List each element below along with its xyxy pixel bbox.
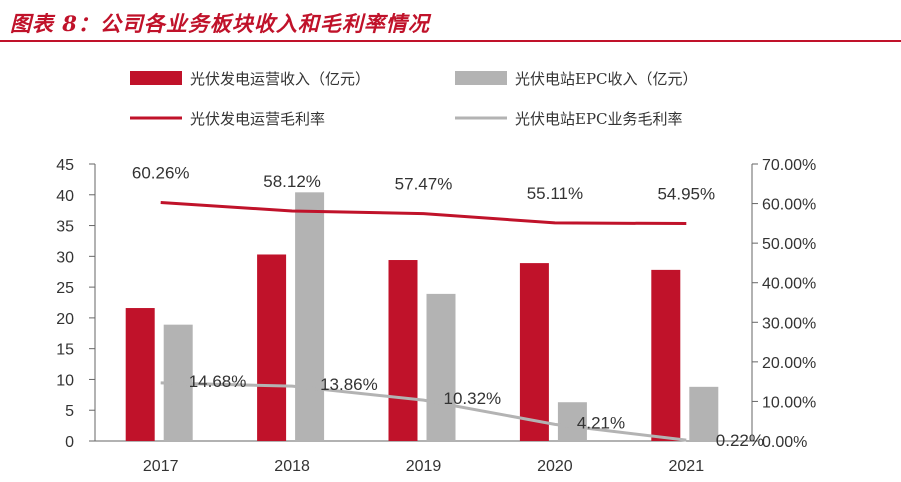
operation-margin-label: 55.11%: [527, 184, 583, 203]
left-tick-label: 35: [56, 219, 74, 236]
x-tick-label: 2019: [406, 458, 442, 475]
left-tick-label: 0: [65, 434, 74, 451]
operation-margin-label: 57.47%: [395, 175, 453, 194]
legend-label-3: 光伏发电运营毛利率: [190, 110, 325, 128]
legend-label-1: 光伏发电运营收入（亿元）: [190, 70, 370, 88]
line-epc-margin: [160, 381, 687, 442]
bar-operation-revenue: [651, 269, 681, 441]
right-tick-label: 20.00%: [762, 355, 816, 372]
right-tick-label: 70.00%: [762, 157, 816, 174]
bar-operation-revenue: [257, 254, 287, 441]
x-tick-label: 2020: [537, 458, 573, 475]
legend-swatch-1: [130, 71, 182, 85]
left-tick-label: 40: [56, 188, 74, 205]
right-tick-label: 60.00%: [762, 197, 816, 214]
legend-label-4: 光伏电站EPC业务毛利率: [515, 110, 683, 128]
chart: 光伏发电运营收入（亿元） 光伏电站EPC收入（亿元） 光伏发电运营毛利率 光伏电站EP…: [56, 70, 816, 475]
legend-label-2: 光伏电站EPC收入（亿元）: [515, 70, 698, 88]
bar-epc-revenue: [295, 192, 325, 441]
right-tick-label: 50.00%: [762, 236, 816, 253]
data-labels: 60.26% 58.12% 57.47% 55.11% 54.95% 14.68% 13.8…: [132, 164, 764, 451]
right-tick-label: 10.00%: [762, 394, 816, 411]
right-tick-label: 0.00%: [762, 434, 807, 451]
bar-operation-revenue: [388, 260, 418, 441]
bar-epc-revenue: [557, 402, 587, 441]
operation-margin-label: 58.12%: [263, 172, 321, 191]
left-tick-label: 45: [56, 157, 74, 174]
left-tick-label: 30: [56, 249, 74, 266]
right-tick-label: 40.00%: [762, 276, 816, 293]
bars: [125, 192, 719, 441]
bar-operation-revenue: [125, 308, 155, 441]
left-tick-label: 10: [56, 372, 74, 389]
lines: [160, 201, 687, 442]
left-tick-label: 20: [56, 311, 74, 328]
x-tick-label: 2021: [669, 458, 705, 475]
left-axis: 0 5 10 15 20 25 30 35 40 45: [56, 157, 96, 451]
epc-margin-label: 4.21%: [577, 413, 625, 432]
epc-margin-label: 10.32%: [444, 389, 502, 408]
left-tick-label: 5: [65, 403, 74, 420]
x-tick-label: 2017: [143, 458, 179, 475]
legend: 光伏发电运营收入（亿元） 光伏电站EPC收入（亿元） 光伏发电运营毛利率 光伏电站EP…: [130, 70, 698, 128]
x-axis: 2017 2018 2019 2020 2021: [95, 440, 752, 475]
left-tick-label: 15: [56, 342, 74, 359]
x-tick-label: 2018: [274, 458, 310, 475]
epc-margin-label: 13.86%: [320, 375, 378, 394]
line-operation-margin: [160, 201, 687, 226]
bar-epc-revenue: [689, 386, 719, 441]
legend-swatch-2: [455, 71, 507, 85]
operation-margin-label: 60.26%: [132, 164, 190, 183]
operation-margin-label: 54.95%: [657, 185, 715, 204]
title-bar: 图表 8：公司各业务板块收入和毛利率情况: [0, 0, 901, 42]
right-tick-label: 30.00%: [762, 315, 816, 332]
epc-margin-label: 14.68%: [189, 372, 247, 391]
right-axis: 0.00% 10.00% 20.00% 30.00% 40.00% 50.00% 60.00…: [751, 157, 816, 451]
epc-margin-label: 0.22%: [716, 431, 764, 450]
chart-title: 图表 8：公司各业务板块收入和毛利率情况: [10, 11, 430, 36]
bar-operation-revenue: [519, 263, 549, 441]
left-tick-label: 25: [56, 280, 74, 297]
bar-epc-revenue: [426, 293, 456, 441]
